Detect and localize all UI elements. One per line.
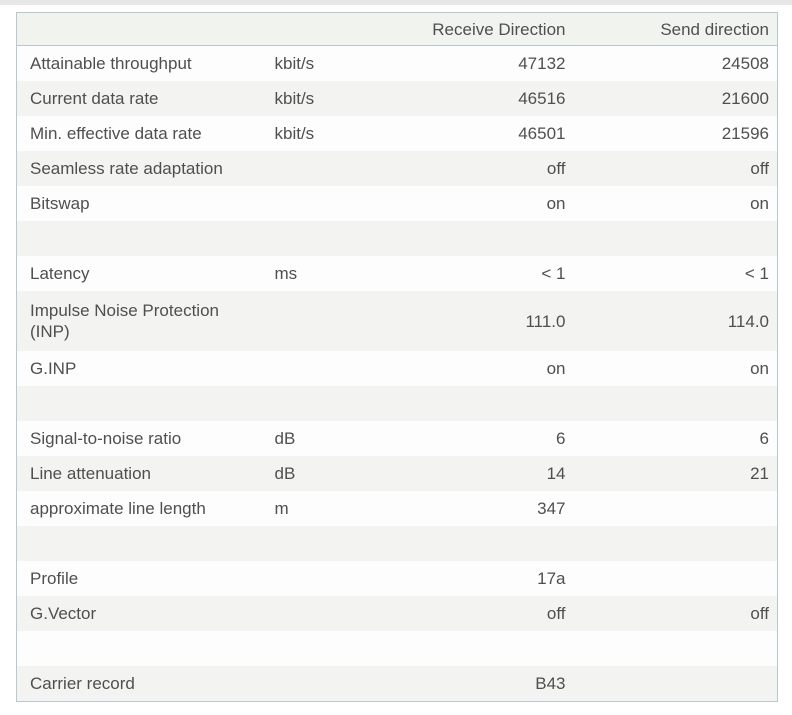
table-row: Current data rate kbit/s 46516 21600 (16, 81, 778, 116)
row-label: approximate line length (16, 491, 267, 526)
row-receive-value (346, 631, 574, 666)
row-label: Attainable throughput (16, 45, 267, 81)
row-send-value (573, 221, 778, 256)
row-label: Line attenuation (16, 456, 267, 491)
table-row: Seamless rate adaptation off off (16, 151, 778, 186)
header-send-direction: Send direction (573, 12, 778, 46)
row-send-value (573, 666, 778, 702)
row-send-value: 21600 (573, 81, 778, 116)
row-label (16, 386, 267, 421)
row-label: Bitswap (16, 186, 267, 221)
row-receive-value: < 1 (346, 256, 574, 291)
table-row: G.INP on on (16, 351, 778, 386)
row-send-value: < 1 (573, 256, 778, 291)
row-label: Current data rate (16, 81, 267, 116)
row-label: Signal-to-noise ratio (16, 421, 267, 456)
table-spacer-row (16, 526, 778, 561)
row-receive-value (346, 526, 574, 561)
table-row: Line attenuation dB 14 21 (16, 456, 778, 491)
row-send-value: 6 (573, 421, 778, 456)
row-unit (266, 666, 347, 702)
row-send-value: 21 (573, 456, 778, 491)
row-label (16, 631, 267, 666)
row-unit (266, 151, 347, 186)
row-receive-value: B43 (346, 666, 574, 702)
row-receive-value: off (346, 151, 574, 186)
row-send-value (573, 561, 778, 596)
row-label: Latency (16, 256, 267, 291)
row-unit: m (266, 491, 347, 526)
row-send-value (573, 631, 778, 666)
row-receive-value: 6 (346, 421, 574, 456)
table-row: Profile 17a (16, 561, 778, 596)
table-row: Min. effective data rate kbit/s 46501 21… (16, 116, 778, 151)
table-spacer-row (16, 631, 778, 666)
row-label: Min. effective data rate (16, 116, 267, 151)
row-send-value: on (573, 351, 778, 386)
row-receive-value: 347 (346, 491, 574, 526)
row-send-value: 24508 (573, 45, 778, 81)
row-unit (266, 351, 347, 386)
row-send-value (573, 386, 778, 421)
row-label: Carrier record (16, 666, 267, 702)
row-receive-value: 14 (346, 456, 574, 491)
top-edge-strip (0, 0, 792, 5)
row-unit: kbit/s (266, 116, 347, 151)
row-unit: kbit/s (266, 81, 347, 116)
row-unit (266, 596, 347, 631)
row-label: Seamless rate adaptation (16, 151, 267, 186)
row-unit (266, 186, 347, 221)
dsl-info-table: Receive Direction Send direction Attaina… (16, 12, 778, 702)
row-label (16, 221, 267, 256)
row-label: Impulse Noise Protection (INP) (16, 291, 267, 351)
table-row: Signal-to-noise ratio dB 6 6 (16, 421, 778, 456)
row-receive-value: on (346, 351, 574, 386)
header-label-col (16, 12, 267, 46)
row-receive-value: off (346, 596, 574, 631)
table-row: Latency ms < 1 < 1 (16, 256, 778, 291)
table-row: Bitswap on on (16, 186, 778, 221)
row-receive-value: 46516 (346, 81, 574, 116)
table-row: Carrier record B43 (16, 666, 778, 702)
table-spacer-row (16, 221, 778, 256)
header-receive-direction: Receive Direction (346, 12, 574, 46)
row-unit (266, 386, 347, 421)
row-send-value: 21596 (573, 116, 778, 151)
row-unit: ms (266, 256, 347, 291)
table-row: Attainable throughput kbit/s 47132 24508 (16, 45, 778, 81)
row-unit: dB (266, 421, 347, 456)
row-unit (266, 631, 347, 666)
row-unit (266, 526, 347, 561)
row-send-value: on (573, 186, 778, 221)
row-label: G.INP (16, 351, 267, 386)
row-send-value (573, 491, 778, 526)
table-spacer-row (16, 386, 778, 421)
row-label (16, 526, 267, 561)
row-send-value: off (573, 151, 778, 186)
row-unit (266, 561, 347, 596)
row-unit (266, 291, 347, 351)
table-header-row: Receive Direction Send direction (16, 12, 778, 46)
row-unit: kbit/s (266, 45, 347, 81)
row-receive-value: 17a (346, 561, 574, 596)
row-receive-value: 46501 (346, 116, 574, 151)
row-receive-value: 111.0 (346, 291, 574, 351)
row-unit: dB (266, 456, 347, 491)
row-label: Profile (16, 561, 267, 596)
row-unit (266, 221, 347, 256)
row-receive-value: on (346, 186, 574, 221)
row-send-value: 114.0 (573, 291, 778, 351)
row-receive-value: 47132 (346, 45, 574, 81)
table-row: approximate line length m 347 (16, 491, 778, 526)
row-send-value: off (573, 596, 778, 631)
row-send-value (573, 526, 778, 561)
row-receive-value (346, 386, 574, 421)
row-receive-value (346, 221, 574, 256)
row-label: G.Vector (16, 596, 267, 631)
table-row: Impulse Noise Protection (INP) 111.0 114… (16, 291, 778, 351)
header-unit-col (266, 12, 347, 46)
table-row: G.Vector off off (16, 596, 778, 631)
table-body: Attainable throughput kbit/s 47132 24508… (16, 45, 778, 702)
